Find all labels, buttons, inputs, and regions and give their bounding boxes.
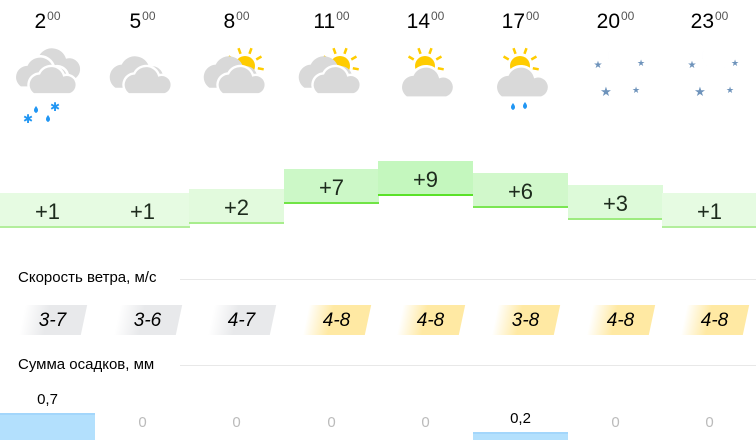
hour-label: 1700 bbox=[501, 9, 540, 33]
precip-value: 0,2 bbox=[510, 410, 531, 427]
temperature-bar: +6 bbox=[473, 173, 568, 208]
temperature-bar: +3 bbox=[568, 185, 663, 220]
hour-label: 200 bbox=[34, 9, 61, 33]
precip-bar bbox=[473, 432, 568, 440]
hour-label: 800 bbox=[223, 9, 250, 33]
precip-value: 0 bbox=[232, 414, 241, 431]
svg-text:★: ★ bbox=[600, 84, 612, 99]
hour-label: 2000 bbox=[596, 9, 635, 33]
partly-sunny-rain-icon bbox=[473, 36, 568, 136]
clear-night-icon: ★ ★ ★ ★ bbox=[568, 36, 663, 136]
cloudy-night-icon bbox=[95, 36, 190, 136]
temperature-bar: +1 bbox=[662, 193, 756, 228]
wind-speed-badge: 4-8 bbox=[302, 305, 372, 335]
svg-text:✱: ✱ bbox=[23, 112, 33, 126]
temperature-bar: +9 bbox=[378, 161, 473, 196]
wind-speed-badge: 3-6 bbox=[113, 305, 183, 335]
temperature-bar: +1 bbox=[0, 193, 95, 228]
partly-sunny-icon bbox=[378, 36, 473, 136]
cloudy-sun-icon bbox=[284, 36, 379, 136]
wind-speed-badge: 4-8 bbox=[586, 305, 656, 335]
hour-label: 1100 bbox=[313, 9, 350, 33]
svg-text:★: ★ bbox=[726, 85, 734, 95]
temperature-bar: +1 bbox=[95, 193, 190, 228]
divider bbox=[180, 279, 756, 280]
precip-value: 0 bbox=[705, 414, 714, 431]
clear-night-icon: ★ ★ ★ ★ bbox=[662, 36, 756, 136]
precip-section-label: Сумма осадков, мм bbox=[18, 356, 163, 373]
temperature-bar: +2 bbox=[189, 189, 284, 224]
svg-text:★: ★ bbox=[688, 60, 697, 71]
precip-bar bbox=[0, 413, 95, 440]
wind-speed-badge: 4-8 bbox=[680, 305, 750, 335]
wind-speed-badge: 3-8 bbox=[491, 305, 561, 335]
svg-text:★: ★ bbox=[731, 58, 739, 68]
divider bbox=[180, 365, 756, 366]
svg-text:★: ★ bbox=[594, 60, 603, 71]
hour-label: 1400 bbox=[406, 9, 445, 33]
precip-value: 0 bbox=[138, 414, 147, 431]
cloudy-sun-icon bbox=[189, 36, 284, 136]
svg-text:✱: ✱ bbox=[50, 100, 60, 114]
hour-label: 2300 bbox=[690, 9, 729, 33]
precip-value: 0 bbox=[611, 414, 620, 431]
wind-speed-badge: 4-8 bbox=[396, 305, 466, 335]
precip-value: 0 bbox=[327, 414, 336, 431]
cloudy-rain-snow-icon: ✱ ✱ bbox=[0, 36, 95, 136]
wind-speed-badge: 3-7 bbox=[18, 305, 88, 335]
svg-text:★: ★ bbox=[694, 84, 706, 99]
temperature-bar: +7 bbox=[284, 169, 379, 204]
precip-value: 0,7 bbox=[37, 391, 58, 408]
precip-value: 0 bbox=[421, 414, 430, 431]
wind-speed-badge: 4-7 bbox=[207, 305, 277, 335]
svg-text:★: ★ bbox=[637, 58, 645, 68]
svg-text:★: ★ bbox=[632, 85, 640, 95]
hour-label: 500 bbox=[129, 9, 156, 33]
wind-section-label: Скорость ветра, м/с bbox=[18, 269, 165, 286]
